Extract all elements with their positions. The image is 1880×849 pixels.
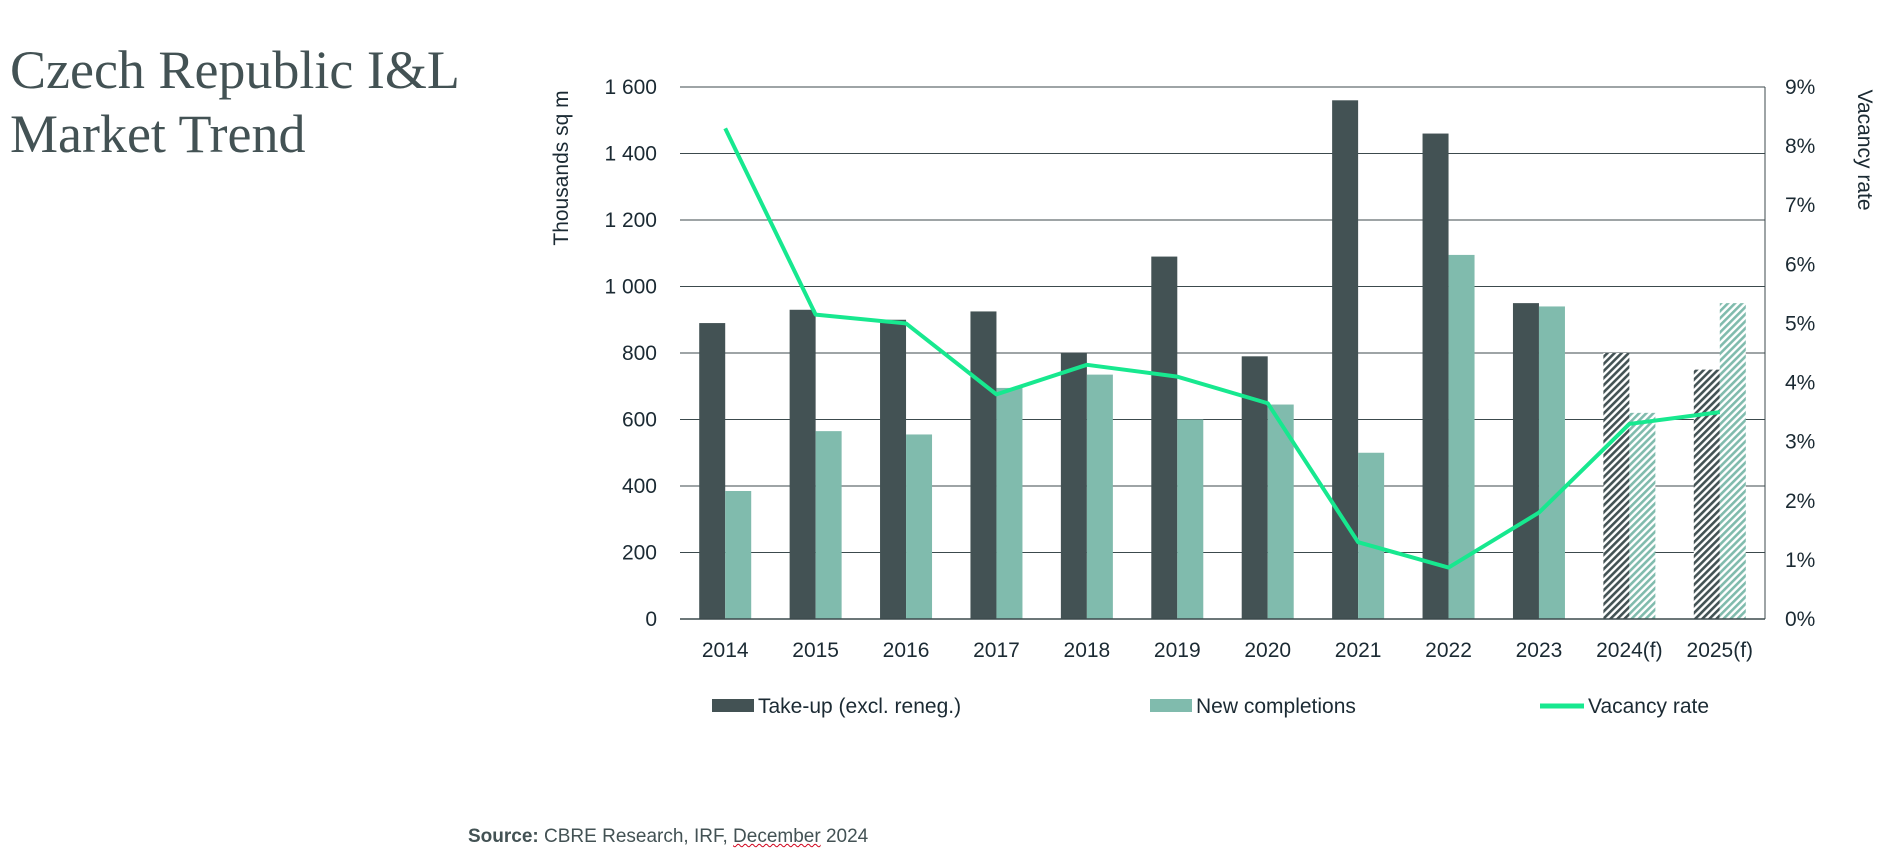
take-up-bar (1693, 369, 1720, 619)
y2-tick-label: 0% (1785, 608, 1815, 631)
source-note: Source: CBRE Research, IRF, December 202… (468, 826, 868, 848)
y-tick-label: 200 (622, 542, 657, 565)
y-tick-label: 600 (622, 409, 657, 432)
y-axis-title: Thousands sq m (550, 90, 573, 245)
y2-axis-title: Vacancy rate (1853, 89, 1876, 210)
completions-bar (1086, 374, 1113, 619)
completions-bar (1538, 306, 1565, 619)
legend: Take-up (excl. reneg.) New completions Vac… (712, 695, 1709, 718)
x-tick-label: 2025(f) (1687, 639, 1754, 662)
take-up-bar (970, 311, 997, 619)
bars (699, 100, 1746, 620)
y-tick-label: 1 600 (604, 76, 657, 99)
vacancy-line-layer (723, 127, 1721, 570)
completions-bar (725, 490, 752, 619)
x-tick-label: 2015 (792, 639, 839, 662)
legend-label-vacancy: Vacancy rate (1588, 695, 1709, 718)
source-label: Source: (468, 826, 539, 847)
y2-tick-label: 5% (1785, 312, 1815, 335)
y2-tick-label: 1% (1785, 549, 1815, 572)
y2-tick-label: 8% (1785, 135, 1815, 158)
vacancy-rate-line (723, 127, 1721, 570)
y2-tick-label: 2% (1785, 490, 1815, 513)
x-tick-label: 2020 (1244, 639, 1291, 662)
y-tick-label: 1 000 (604, 276, 657, 299)
completions-bar (1358, 452, 1385, 619)
title-line-1: Czech Republic I&L (10, 40, 460, 100)
take-up-bar (880, 319, 907, 619)
completions-bar (1267, 404, 1294, 619)
x-tick-label: 2022 (1425, 639, 1472, 662)
y2-tick-label: 9% (1785, 76, 1815, 99)
page-title: Czech Republic I&L Market Trend (10, 38, 490, 166)
y-tick-label: 0 (645, 608, 657, 631)
take-up-bar (1603, 353, 1630, 619)
completions-bar (996, 387, 1023, 619)
take-up-bar (1151, 256, 1178, 619)
y-tick-label: 800 (622, 342, 657, 365)
take-up-bar (1332, 100, 1359, 620)
x-tick-label: 2021 (1335, 639, 1382, 662)
x-tick-label: 2019 (1154, 639, 1201, 662)
take-up-bar (789, 309, 816, 619)
take-up-bar (1422, 133, 1449, 620)
x-tick-label: 2014 (702, 639, 749, 662)
y2-tick-label: 3% (1785, 431, 1815, 454)
legend-swatch-take-up (712, 699, 754, 712)
y-tick-label: 400 (622, 475, 657, 498)
x-tick-label: 2024(f) (1596, 639, 1663, 662)
legend-swatch-completions (1150, 699, 1192, 712)
y2-tick-label: 6% (1785, 253, 1815, 276)
axes: 1 600 1 400 1 200 1 000 800 600 400 200 0 9% 8% 7% 6… (550, 76, 1876, 662)
source-month: December (733, 826, 821, 847)
completions-bar (1719, 303, 1746, 619)
take-up-bar (1512, 303, 1539, 619)
gridlines (680, 86, 1765, 620)
source-year: 2024 (820, 826, 869, 847)
legend-label-take-up: Take-up (excl. reneg.) (758, 695, 961, 718)
y-tick-label: 1 200 (604, 209, 657, 232)
take-up-bar (1060, 353, 1087, 619)
x-tick-label: 2016 (883, 639, 930, 662)
y2-tick-label: 4% (1785, 372, 1815, 395)
x-tick-label: 2023 (1516, 639, 1563, 662)
x-tick-label: 2018 (1064, 639, 1111, 662)
completions-bar (1177, 419, 1204, 619)
y-tick-label: 1 400 (604, 143, 657, 166)
source-text: CBRE Research, IRF, (538, 826, 734, 847)
completions-bar (815, 431, 842, 619)
take-up-bar (699, 323, 726, 619)
title-line-2: Market Trend (10, 104, 306, 164)
y2-tick-label: 7% (1785, 194, 1815, 217)
completions-bar (906, 434, 933, 619)
legend-label-completions: New completions (1196, 695, 1356, 718)
completions-bar (1629, 412, 1656, 619)
x-tick-label: 2017 (973, 639, 1020, 662)
